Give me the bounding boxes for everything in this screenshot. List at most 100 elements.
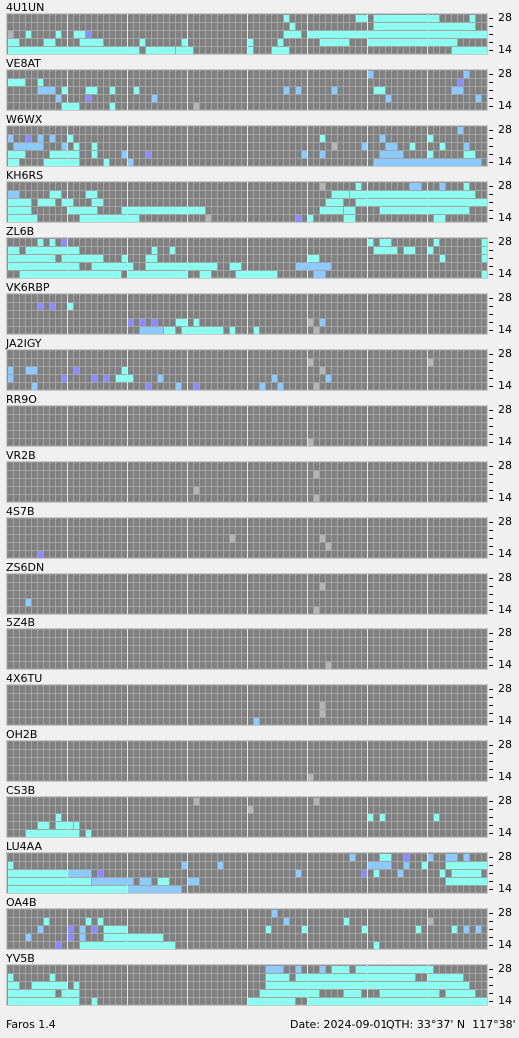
signal-cells	[464, 151, 475, 158]
signal-cells	[50, 974, 55, 981]
signal-cells	[68, 207, 97, 214]
signal-cells	[182, 327, 223, 334]
signal-cells	[110, 87, 115, 94]
signal-cells	[56, 814, 61, 821]
signal-cells	[320, 535, 325, 542]
signal-cells	[320, 583, 325, 590]
signal-cells	[320, 966, 325, 973]
signal-cells	[254, 718, 259, 725]
band-label-bottom: 14	[498, 99, 512, 112]
signal-cells	[314, 495, 319, 502]
signal-cells	[92, 143, 97, 150]
signal-cells	[8, 135, 13, 142]
signal-cells	[50, 239, 55, 246]
signal-cells	[380, 239, 391, 246]
signal-cells	[152, 95, 157, 102]
band-label-bottom: 14	[498, 211, 512, 224]
signal-cells	[374, 23, 475, 30]
signal-cells	[326, 375, 331, 382]
signal-cells	[26, 830, 79, 837]
signal-cells	[8, 79, 25, 86]
signal-cells	[176, 383, 181, 390]
signal-cells	[362, 143, 367, 150]
station-name: OA4B	[6, 896, 37, 909]
signal-cells	[20, 271, 121, 278]
signal-cells	[272, 375, 277, 382]
signal-cells	[332, 966, 349, 973]
signal-cells	[386, 95, 391, 102]
signal-cells	[74, 982, 79, 989]
signal-cells	[8, 974, 13, 981]
grid-frame	[6, 125, 488, 167]
signal-cells	[380, 207, 469, 214]
signal-cells	[68, 926, 73, 933]
station-name: JA2IGY	[5, 337, 42, 350]
signal-cells	[68, 135, 73, 142]
signal-cells	[260, 383, 265, 390]
band-label-bottom: 14	[498, 267, 512, 280]
band-label-top: 28	[498, 794, 512, 807]
signal-cells	[236, 271, 277, 278]
signal-cells	[56, 31, 61, 38]
signal-cells	[38, 239, 43, 246]
band-label-top: 28	[498, 738, 512, 751]
signal-cells	[428, 135, 433, 142]
signal-cells	[446, 990, 475, 997]
signal-cells	[452, 926, 457, 933]
grid-frame	[6, 852, 488, 894]
signal-cells	[374, 15, 439, 22]
app-version: Faros 1.4	[6, 1018, 56, 1031]
signal-cells	[476, 95, 481, 102]
signal-cells	[62, 375, 67, 382]
station-name: ZS6DN	[6, 561, 44, 574]
signal-cells	[428, 918, 433, 925]
band-label-top: 28	[498, 906, 512, 919]
signal-cells	[404, 247, 415, 254]
signal-cells	[296, 215, 301, 222]
signal-cells	[320, 207, 343, 214]
station-name: VE8AT	[6, 57, 41, 70]
station-name: YV5B	[5, 952, 35, 965]
signal-cells	[152, 247, 157, 254]
band-label-bottom: 14	[498, 155, 512, 168]
signal-cells	[92, 151, 97, 158]
signal-cells	[434, 814, 439, 821]
signal-cells	[80, 934, 85, 941]
signal-cells	[194, 103, 199, 110]
signal-cells	[248, 998, 295, 1005]
signal-cells	[320, 710, 325, 717]
signal-cells	[482, 239, 487, 246]
signal-cells	[92, 926, 97, 933]
signal-cells	[104, 375, 109, 382]
signal-cells	[248, 39, 253, 46]
grid-frame	[6, 684, 488, 726]
signal-cells	[86, 87, 97, 94]
signal-cells	[80, 39, 103, 46]
grid-frame	[6, 740, 488, 782]
signal-cells	[320, 319, 325, 326]
signal-cells	[374, 87, 385, 94]
signal-cells	[200, 271, 211, 278]
signal-cells	[308, 319, 313, 326]
signal-cells	[302, 926, 307, 933]
signal-cells	[320, 151, 325, 158]
signal-cells	[32, 982, 67, 989]
signal-cells	[410, 183, 421, 190]
signal-cells	[422, 862, 427, 869]
signal-cells	[8, 878, 91, 885]
signal-cells	[62, 199, 73, 206]
band-label-top: 28	[498, 459, 512, 472]
signal-cells	[140, 319, 145, 326]
signal-cells	[38, 199, 55, 206]
signal-cells	[344, 918, 349, 925]
signal-cells	[104, 934, 163, 941]
signal-cells	[218, 862, 223, 869]
signal-cells	[182, 39, 187, 46]
signal-cells	[356, 183, 361, 190]
signal-cells	[362, 870, 367, 877]
station-name: 5Z4B	[6, 616, 35, 629]
signal-cells	[344, 215, 355, 222]
signal-cells	[464, 926, 469, 933]
signal-cells	[266, 982, 469, 989]
signal-cells	[56, 822, 73, 829]
